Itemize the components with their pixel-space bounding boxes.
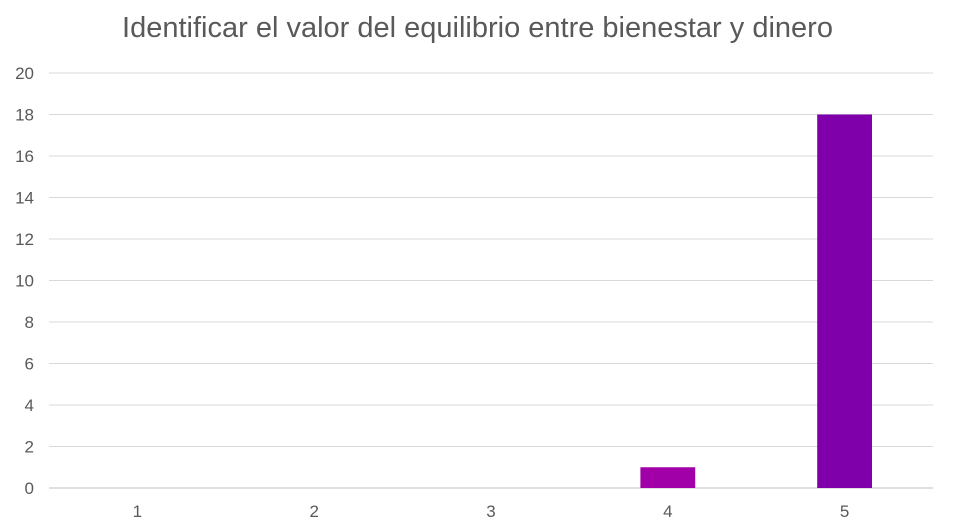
x-tick-label: 5 <box>840 502 849 521</box>
y-tick-label: 12 <box>15 230 34 249</box>
y-tick-label: 18 <box>15 106 34 125</box>
y-tick-label: 10 <box>15 272 34 291</box>
y-tick-label: 20 <box>15 64 34 83</box>
y-tick-label: 8 <box>25 313 34 332</box>
bar <box>817 114 873 488</box>
x-tick-label: 1 <box>133 502 142 521</box>
x-tick-label: 3 <box>486 502 495 521</box>
y-tick-label: 0 <box>25 479 34 498</box>
x-tick-label: 4 <box>663 502 672 521</box>
bar <box>640 467 696 488</box>
x-tick-label: 2 <box>309 502 318 521</box>
y-tick-label: 14 <box>15 189 34 208</box>
chart-title: Identificar el valor del equilibrio entr… <box>122 12 833 44</box>
y-tick-label: 2 <box>25 438 34 457</box>
y-tick-label: 16 <box>15 147 34 166</box>
y-tick-label: 6 <box>25 355 34 374</box>
y-tick-label: 4 <box>25 396 34 415</box>
